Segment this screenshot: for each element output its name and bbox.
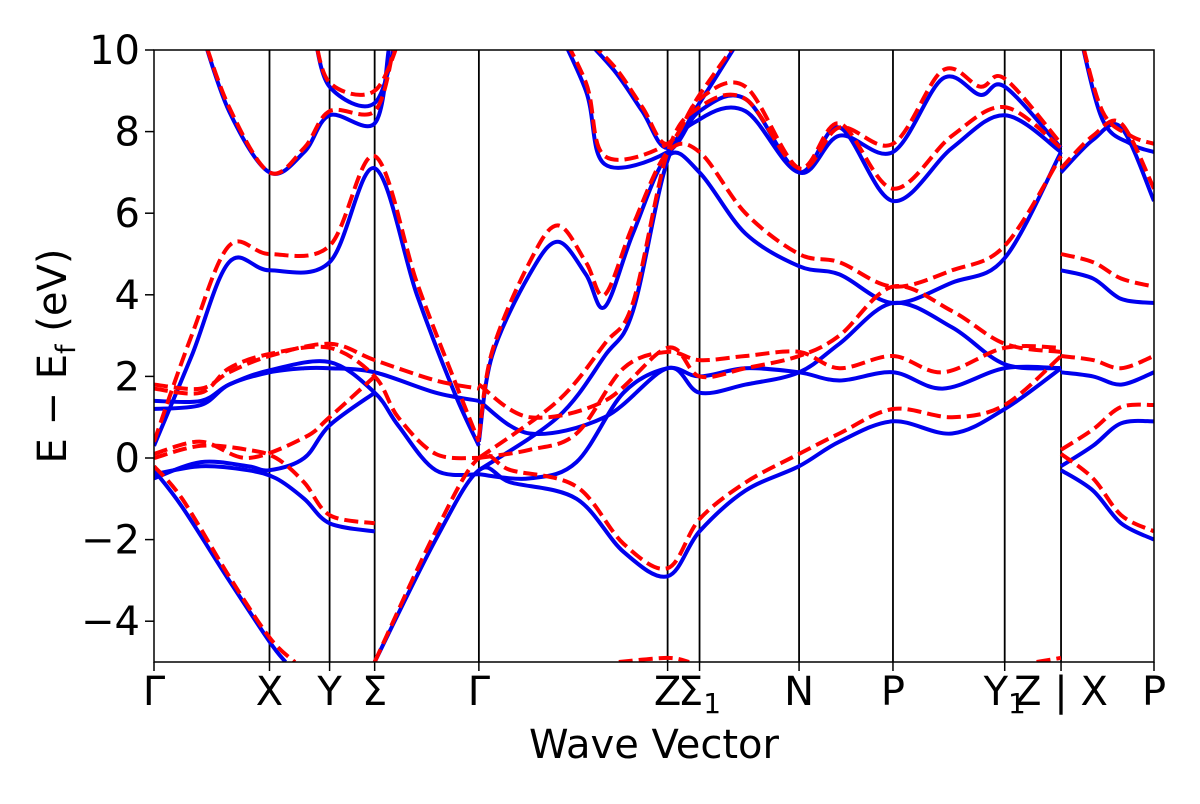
x-axis-label: Wave Vector <box>529 722 780 768</box>
dashed-band-line <box>477 92 1063 460</box>
y-tick-label: 2 <box>115 354 140 400</box>
dashed-band-line <box>1082 50 1154 146</box>
solid-band-line <box>1059 418 1154 468</box>
solid-band-line <box>372 366 1063 662</box>
dashed-band-line <box>154 443 376 526</box>
x-tick-label: Γ <box>468 669 491 715</box>
solid-band-line <box>593 50 736 150</box>
y-tick-label: 10 <box>89 28 140 74</box>
dashed-band-line <box>154 341 480 392</box>
solid-band-line <box>154 464 376 534</box>
bands-layer <box>154 50 1154 662</box>
dashed-band-line <box>154 154 481 443</box>
solid-band-line <box>477 105 1063 472</box>
y-tick-label: 8 <box>115 110 140 156</box>
solid-band-line <box>154 166 481 447</box>
dashed-band-line <box>154 344 480 461</box>
y-tick-label: −2 <box>81 518 140 564</box>
solid-band-line <box>154 391 376 481</box>
y-tick-label: −4 <box>81 599 140 645</box>
dashed-band-line <box>205 50 396 176</box>
x-tick-label: Σ <box>362 669 387 715</box>
dashed-band-line <box>1060 252 1154 289</box>
solid-band-line <box>1060 268 1154 305</box>
dashed-band-line <box>315 50 398 97</box>
solid-band-line <box>478 364 1062 481</box>
dashed-band-line <box>568 50 1063 171</box>
y-axis-label: E − Ef (eV) <box>30 249 82 464</box>
solid-band-line <box>1081 50 1154 154</box>
x-tick-label: Z <box>654 669 681 715</box>
dashed-band-line <box>372 354 1063 662</box>
x-tick-label: Y <box>316 669 342 715</box>
dashed-band-line <box>1059 118 1154 190</box>
y-tick-label: 0 <box>115 436 140 482</box>
dashed-band-line <box>477 284 1062 420</box>
x-tick-label: Γ <box>143 669 166 715</box>
solid-band-line <box>1060 370 1154 387</box>
dashed-band-line <box>154 374 377 461</box>
solid-band-line <box>1059 122 1154 202</box>
x-tick-label: Σ1 <box>678 669 721 720</box>
solid-band-line <box>205 50 391 176</box>
x-tick-label: P <box>881 669 905 715</box>
x-axis: Γ X Y Σ Γ ZΣ1 N P Y1Z | X P <box>143 662 1166 720</box>
y-tick-label: 4 <box>115 273 140 319</box>
solid-band-line <box>154 468 288 662</box>
dashed-band-line <box>476 141 1063 438</box>
x-tick-label: Y1 <box>983 669 1026 720</box>
dashed-band-line <box>595 50 734 146</box>
dashed-band-line <box>478 344 1062 460</box>
dashed-band-line <box>618 655 690 662</box>
y-axis: −4 −2 0 2 4 6 8 10 <box>81 28 154 645</box>
x-tick-label: X <box>256 669 283 715</box>
solid-band-line <box>476 150 1063 443</box>
x-tick-label: P <box>1142 669 1166 715</box>
dashed-band-line <box>1059 452 1154 534</box>
solid-band-line <box>154 359 480 478</box>
dashed-band-line <box>1060 354 1154 371</box>
x-tick-label: N <box>784 669 814 715</box>
solid-band-line <box>477 300 1062 437</box>
dashed-band-line <box>1059 402 1154 452</box>
solid-band-line <box>565 50 1063 175</box>
solid-band-line <box>154 365 480 411</box>
plot-frame <box>153 49 1155 663</box>
dashed-band-line <box>154 464 297 662</box>
y-tick-label: 6 <box>115 191 140 237</box>
solid-band-line <box>1059 468 1154 542</box>
x-tick-label: Z | X <box>1014 669 1108 715</box>
